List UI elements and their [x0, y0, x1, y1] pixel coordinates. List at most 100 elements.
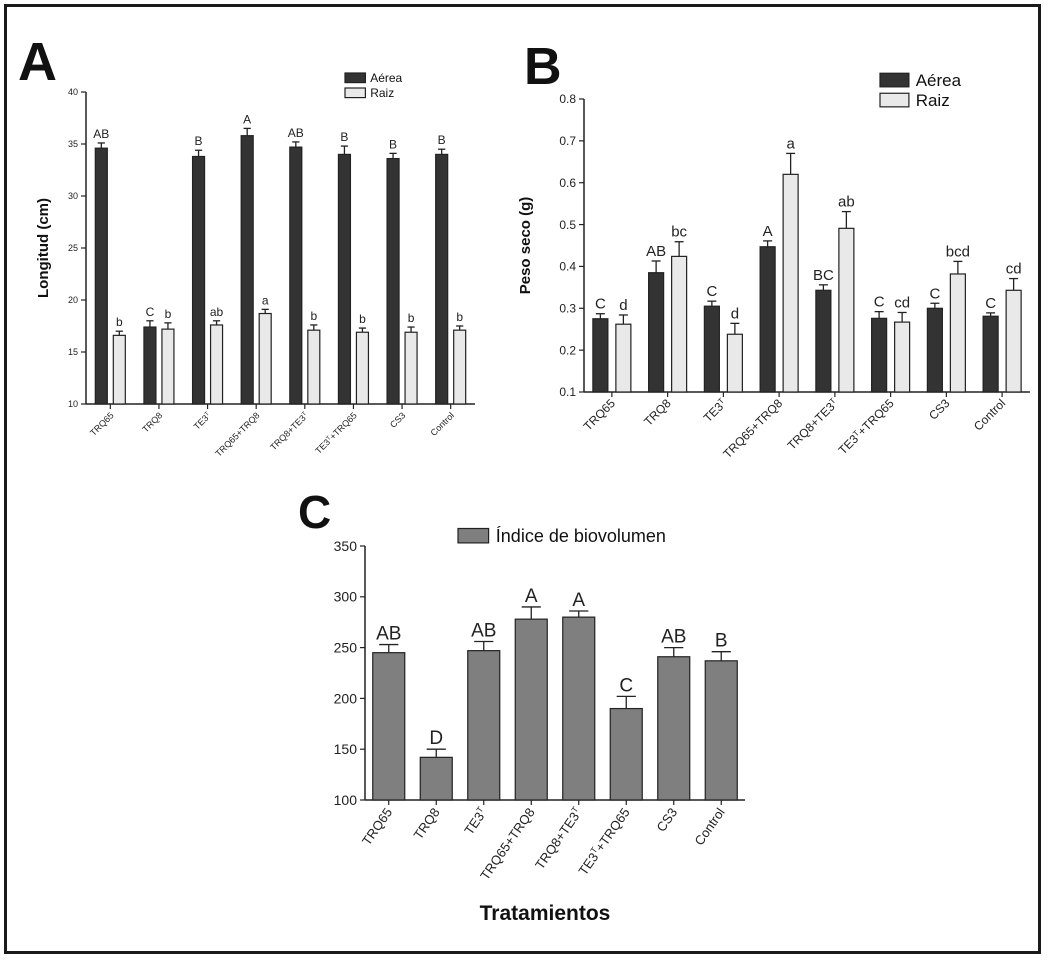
x-tick-label: TE3T [192, 410, 214, 432]
y-tick-label: 350 [334, 538, 358, 554]
x-tick-label-base: TE3 [575, 850, 601, 878]
bar-series-2 [307, 329, 321, 405]
significance-letter: B [438, 133, 446, 147]
x-tick-label: TE3T+TRQ65 [575, 805, 633, 878]
x-tick-label-base: TRQ65+TRQ8 [477, 805, 538, 883]
panel-letter: A [18, 32, 57, 92]
x-tick-label-base: TRQ8+TE3 [268, 413, 307, 452]
bar-series-1 [372, 652, 406, 801]
bar-series-1 [386, 157, 400, 405]
bar-series-1 [648, 272, 665, 393]
x-axis-label: Tratamientos [480, 902, 611, 925]
x-tick-label: TRQ8+TE3T [784, 396, 841, 453]
x-tick-label: CS3 [926, 396, 953, 423]
y-axis-label: Longitud (cm) [35, 198, 52, 298]
y-tick-label: 0.4 [559, 260, 576, 274]
significance-letter: C [706, 283, 717, 300]
x-tick-label-tail: +TRQ65 [328, 410, 359, 441]
significance-letter: AB [661, 627, 686, 648]
bar-series-2 [782, 173, 799, 393]
legend-label: Aérea [370, 71, 402, 85]
legend-swatch [344, 72, 366, 84]
significance-letter: bcd [946, 243, 970, 260]
x-tick-label-base: TRQ65 [88, 410, 116, 438]
bar-series-1 [982, 315, 999, 393]
x-tick-label: TRQ8+TE3T [268, 410, 310, 452]
significance-letter: b [165, 307, 172, 321]
x-tick-label: CS3 [653, 805, 680, 834]
x-tick-label: TRQ65 [359, 805, 395, 848]
bar-series-2 [949, 273, 966, 393]
x-tick-label-tail: +TRQ65 [592, 805, 633, 854]
x-tick-label-base: Control [691, 805, 727, 848]
y-tick-label: 0.8 [559, 92, 576, 106]
x-tick-label: TRQ65+TRQ8 [213, 410, 261, 458]
panel-c: C100150200250300350TratamientosTRQ65ABTR… [298, 486, 745, 925]
x-tick-label: TRQ8 [411, 805, 443, 842]
x-tick-label-base: TRQ65+TRQ8 [720, 396, 785, 461]
significance-letter: C [619, 675, 633, 696]
x-tick-label-sup: T [588, 845, 599, 855]
significance-letter: ab [838, 194, 855, 211]
legend-label: Raiz [916, 91, 950, 110]
significance-letter: AB [93, 127, 109, 141]
y-tick-label: 0.6 [559, 176, 576, 190]
significance-letter: a [786, 135, 795, 152]
y-tick-label: 0.3 [559, 301, 576, 315]
y-tick-label: 150 [334, 741, 358, 757]
y-tick-label: 15 [68, 347, 78, 357]
legend-label: Raiz [370, 86, 394, 100]
bar-series-1 [926, 307, 943, 393]
bar-series-1 [289, 146, 303, 405]
x-tick-label-tail: +TRQ65 [855, 396, 897, 438]
bar-series-1 [592, 318, 609, 393]
significance-letter: C [929, 285, 940, 302]
y-tick-label: 40 [68, 87, 78, 97]
x-tick-label-base: Control [971, 396, 1008, 433]
legend-label: Aérea [916, 71, 962, 90]
y-tick-label: 100 [334, 792, 358, 808]
y-tick-label: 10 [68, 399, 78, 409]
bar-series-2 [209, 324, 224, 405]
x-tick-label-sup: T [716, 396, 726, 406]
x-tick-label: TE3T+TRQ65 [313, 410, 359, 456]
x-tick-label: TRQ65+TRQ8 [477, 805, 538, 883]
significance-letter: b [310, 309, 317, 323]
significance-letter: bc [671, 224, 687, 241]
bar-series-2 [112, 334, 126, 405]
significance-letter: d [731, 305, 739, 322]
x-tick-label: CS3 [388, 410, 407, 429]
x-tick-label-base: CS3 [653, 805, 680, 834]
x-tick-label-sup: T [827, 396, 837, 406]
bar-series-1 [435, 153, 449, 405]
x-tick-label: TE3T+TRQ65 [835, 396, 897, 458]
bar-series-2 [1005, 289, 1022, 393]
bar-series-1 [609, 707, 643, 801]
y-tick-label: 25 [68, 243, 78, 253]
significance-letter: ab [210, 305, 224, 319]
bar-series-2 [355, 331, 370, 405]
y-tick-label: 300 [334, 589, 358, 605]
x-tick-label: Control [691, 805, 727, 848]
y-tick-label: 0.7 [559, 134, 576, 148]
significance-letter: B [389, 137, 397, 151]
bar-series-1 [191, 155, 206, 405]
bar-series-2 [838, 227, 855, 393]
legend-swatch [879, 72, 910, 88]
bar-series-1 [467, 650, 501, 801]
significance-letter: B [715, 631, 728, 652]
significance-letter: AB [471, 621, 496, 642]
x-tick-label-sup: T [301, 411, 308, 418]
bar-series-1 [240, 135, 254, 405]
significance-letter: cd [894, 294, 910, 311]
y-tick-label: 30 [68, 191, 78, 201]
x-tick-label-base: TRQ8 [411, 805, 443, 842]
significance-letter: b [456, 310, 463, 324]
y-tick-label: 35 [68, 139, 78, 149]
bar-series-1 [337, 153, 352, 405]
x-tick-label: TRQ8 [140, 410, 164, 434]
bar-series-1 [815, 289, 832, 393]
bar-series-2 [453, 329, 467, 405]
